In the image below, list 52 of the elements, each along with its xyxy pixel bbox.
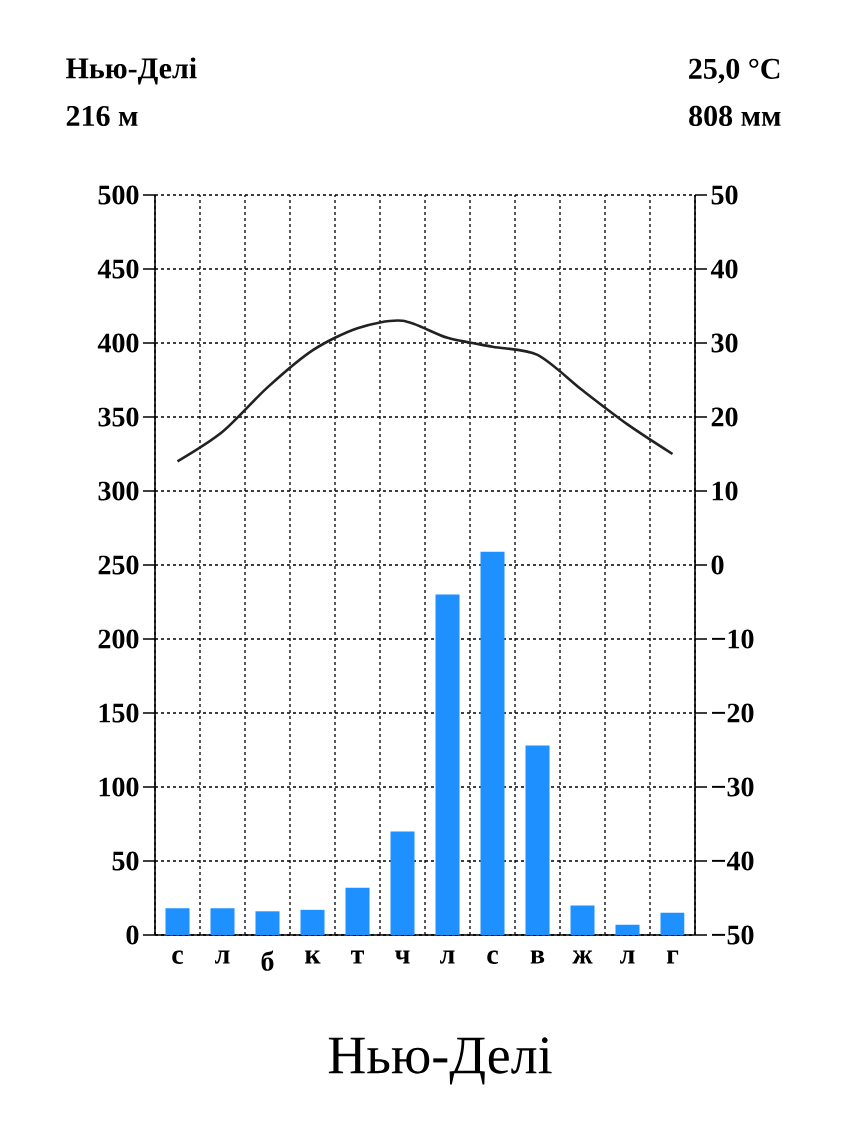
y2-tick-label: 40 [710,259,738,279]
y2-tick-label: 10 [712,481,738,501]
y-tick-label: 450 [97,259,139,279]
bar [525,745,550,935]
y2-tick-label: 30 [711,333,738,353]
x-tick-label: л [440,950,455,964]
text: 25,0 °C [689,58,780,84]
line-series [176,319,674,463]
bar [210,908,235,935]
y-tick-label: 500 [98,185,139,205]
y-tick-label: 100 [99,777,139,797]
y2-tick-label: −30 [712,777,754,797]
y2-tick-label: −40 [712,851,754,871]
x-tick-label: к [305,950,321,964]
y-tick-label: 0 [126,925,139,945]
y-tick-label: 400 [97,333,139,353]
bar [345,887,370,935]
x-tick-label: т [350,950,365,964]
bar [570,905,595,935]
x-tick-label: ж [572,950,593,964]
y2-tick-label: 0 [711,555,724,575]
y2-tick-label: 20 [711,407,738,427]
x-tick-label: в [530,950,545,964]
y-tick-label: 150 [99,703,139,723]
x-tick-label: с [172,950,184,964]
y-tick-label: 200 [98,629,139,649]
y-tick-label: 350 [98,407,139,427]
text: Нью-Делі [328,1037,552,1085]
y-tick-label: 50 [112,851,139,871]
text: 808 мм [689,105,781,127]
x-tick-label: л [214,950,230,964]
x-tick-label: ч [395,950,410,964]
bar [480,551,505,935]
x-tick-label: л [620,950,635,964]
x-tick-label: б [261,950,274,971]
y2-tick-label: 50 [711,185,738,205]
y2-tick-label: −20 [712,703,754,723]
bar [165,908,190,935]
y-tick-label: 300 [98,481,139,501]
y2-tick-label: −10 [712,629,754,649]
bar [300,909,325,935]
x-tick-label: г [666,950,679,964]
bar [615,924,640,935]
x-tick-label: с [487,950,499,964]
bar [660,912,685,935]
bar [255,911,280,935]
y2-tick-label: −50 [712,925,754,945]
text: Нью-Делі [66,57,197,85]
bar [390,831,415,935]
bar [435,594,460,935]
y-tick-label: 250 [98,555,139,575]
text: 216 м [66,105,138,127]
